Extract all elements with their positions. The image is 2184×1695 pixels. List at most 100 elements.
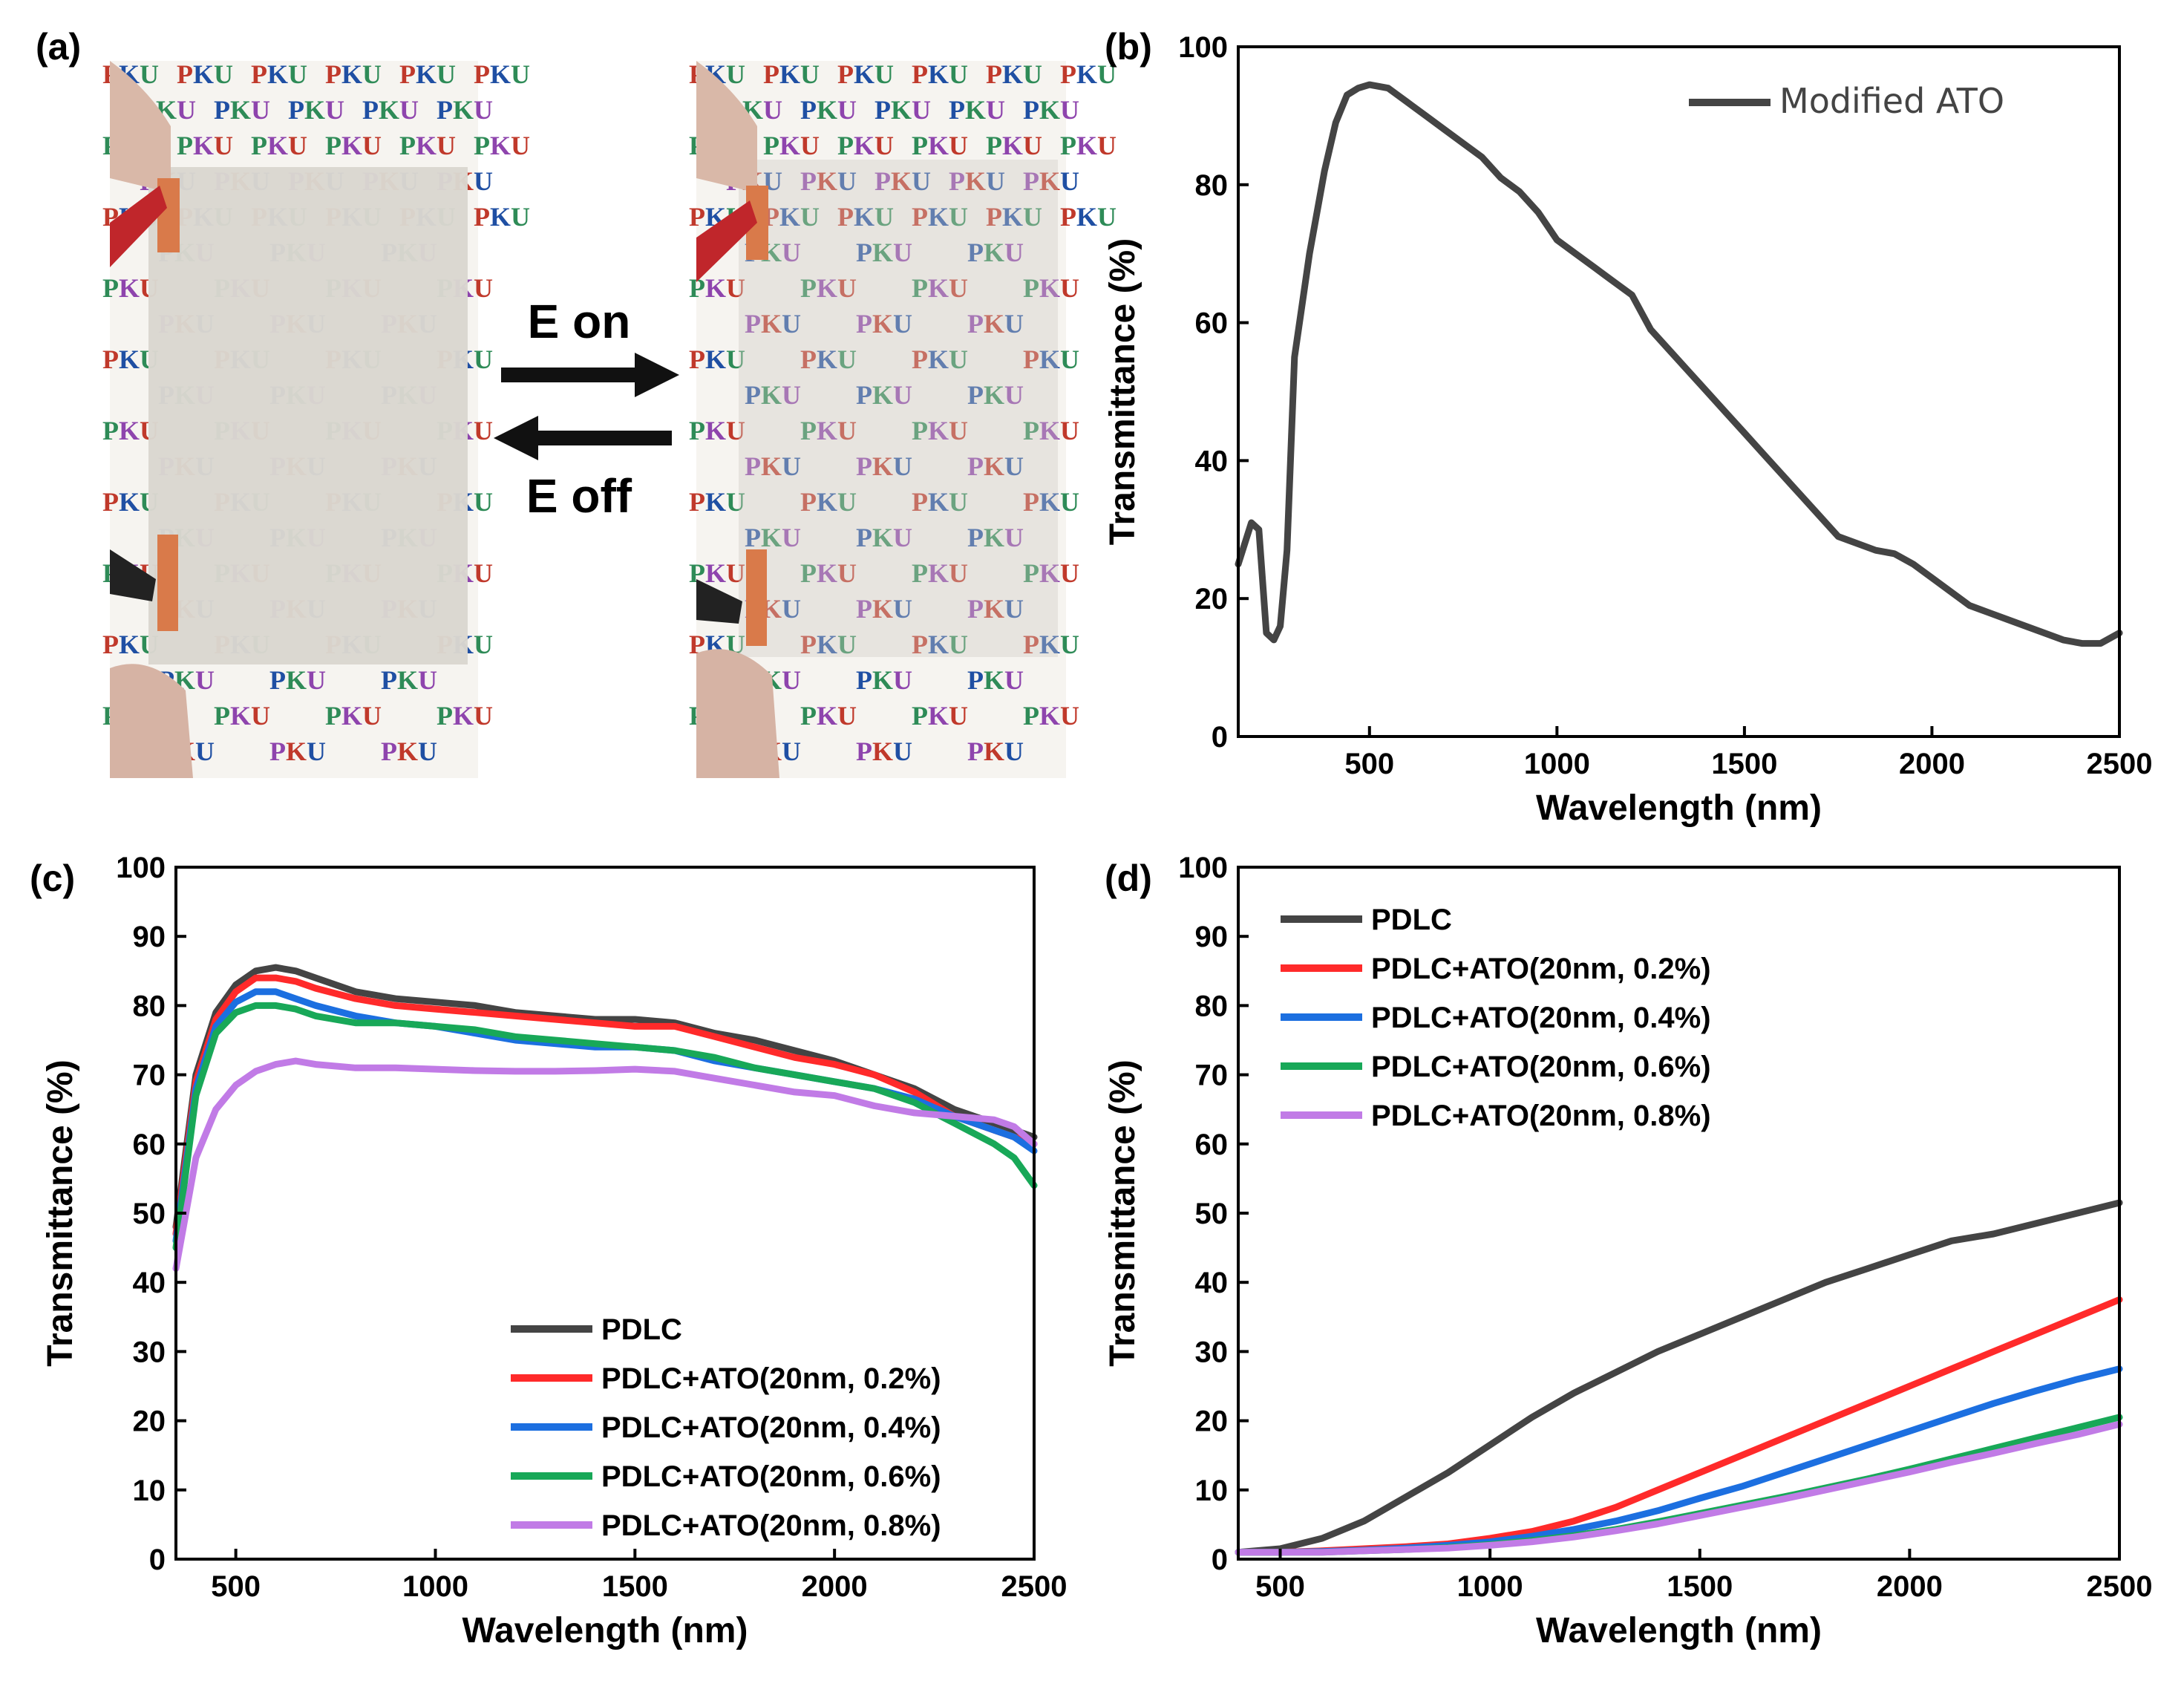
y-tick-label: 70	[1195, 1059, 1229, 1092]
pku-text: PKU	[745, 523, 801, 552]
x-tick-label: 2000	[1899, 748, 1965, 780]
y-tick-label: 0	[1212, 1544, 1228, 1576]
photo-on-state: PKUPKUPKUPKUPKUPKUPKUPKUPKUPKUPKUPKUPKUP…	[689, 59, 1116, 778]
pku-text: PKU	[967, 665, 1024, 695]
pku-text: PKU	[689, 273, 745, 303]
arrow-right	[501, 353, 679, 397]
y-tick-label: 40	[133, 1267, 166, 1299]
legend-label: PDLC+ATO(20nm, 0.6%)	[1371, 1051, 1711, 1083]
chart-d: 500 1000 1500 2000 2500 0 10 20 30 40 50 60 70 80 90 10…	[1103, 852, 2152, 1650]
pku-text: PKU	[967, 451, 1024, 481]
y-tick-label: 100	[116, 852, 166, 884]
x-axis-label: Wavelength (nm)	[1536, 788, 1822, 828]
pku-text: PKU	[474, 131, 530, 160]
pku-text: PKU	[269, 737, 326, 766]
x-tick-label: 1000	[1457, 1570, 1523, 1603]
pku-text: PKU	[800, 95, 857, 125]
clip-black-left	[110, 549, 156, 601]
pku-text: PKU	[856, 523, 912, 552]
legend-label: PDLC+ATO(20nm, 0.4%)	[1371, 1002, 1711, 1034]
y-tick-label: 100	[1178, 31, 1228, 64]
x-tick-label: 1000	[1524, 748, 1590, 780]
x-tick-label: 1500	[1667, 1570, 1733, 1603]
x-tick-label: 500	[1344, 748, 1394, 780]
pku-text: PKU	[986, 202, 1042, 232]
pku-text: PKU	[912, 416, 968, 445]
x-tick-label: 500	[211, 1570, 261, 1603]
x-tick-label: 2500	[2087, 748, 2153, 780]
pdlc-film-opaque	[148, 167, 468, 664]
series-line	[172, 974, 1038, 1238]
series-line	[172, 988, 1038, 1244]
pku-text: PKU	[800, 416, 857, 445]
pku-text: PKU	[251, 131, 307, 160]
legend-label: PDLC	[1371, 904, 1452, 936]
pku-text: PKU	[1023, 558, 1079, 588]
y-tick-label: 80	[1195, 990, 1229, 1022]
pku-text: PKU	[856, 309, 912, 339]
series-line	[1235, 1420, 2123, 1556]
panel-label-b: (b)	[1105, 26, 1152, 68]
pku-text: PKU	[399, 131, 456, 160]
y-tick-label: 60	[133, 1129, 166, 1161]
y-axis-label: Transmittance (%)	[41, 1059, 80, 1366]
x-tick-label: 500	[1255, 1570, 1305, 1603]
x-tick-label: 2000	[1877, 1570, 1943, 1603]
pku-text: PKU	[474, 202, 530, 232]
pku-text: PKU	[269, 665, 326, 695]
pku-text: PKU	[325, 59, 382, 89]
pku-text: PKU	[912, 487, 968, 517]
series-line	[1235, 81, 2123, 647]
pku-text: PKU	[967, 380, 1024, 410]
pku-text: PKU	[763, 131, 820, 160]
pku-text: PKU	[986, 59, 1042, 89]
y-tick-label: 50	[133, 1198, 166, 1230]
y-tick-label: 40	[1195, 445, 1229, 477]
clip-red-right	[696, 200, 757, 282]
pku-text: PKU	[856, 594, 912, 624]
legend: PDLC PDLC+ATO(20nm, 0.2%) PDLC+ATO(20nm, 0…	[511, 1313, 941, 1542]
finger-top-right	[696, 61, 757, 193]
x-axis-label: Wavelength (nm)	[1536, 1611, 1822, 1650]
pku-text: PKU	[800, 701, 857, 731]
y-axis-label: Transmittance (%)	[1103, 238, 1142, 545]
series-group	[172, 964, 1038, 1273]
pku-text: PKU	[967, 238, 1024, 267]
pku-text: PKU	[362, 95, 419, 125]
pku-text: PKU	[1023, 273, 1079, 303]
pku-text: PKU	[214, 701, 270, 731]
legend-label: PDLC+ATO(20nm, 0.6%)	[601, 1460, 941, 1493]
pku-text: PKU	[986, 131, 1042, 160]
pku-text: PKU	[1023, 487, 1079, 517]
pku-text: PKU	[689, 416, 745, 445]
legend-label: PDLC	[601, 1313, 682, 1346]
pku-text: PKU	[837, 59, 894, 89]
y-tick-label: 70	[133, 1059, 166, 1092]
y-tick-label: 30	[1195, 1336, 1229, 1368]
pku-text: PKU	[745, 380, 801, 410]
pku-text: PKU	[1023, 701, 1079, 731]
pku-text: PKU	[177, 59, 233, 89]
x-tick-label: 2500	[2087, 1570, 2153, 1603]
pku-text: PKU	[800, 487, 857, 517]
pku-text: PKU	[1060, 131, 1116, 160]
chart-b: 500 1000 1500 2000 2500 0 20 40 60 80 100 Wavelengt…	[1103, 31, 2152, 828]
pku-text: PKU	[745, 451, 801, 481]
pku-text: PKU	[1060, 59, 1116, 89]
finger-bottom-right	[696, 649, 779, 778]
clip-black-right	[696, 579, 742, 624]
e-on-label: E on	[528, 295, 631, 348]
pku-text: PKU	[437, 701, 493, 731]
pku-text: PKU	[967, 523, 1024, 552]
pku-text: PKU	[214, 95, 270, 125]
series-line	[1235, 1199, 2123, 1556]
pku-text: PKU	[1023, 630, 1079, 659]
pku-text: PKU	[912, 273, 968, 303]
arrow-left	[494, 416, 672, 460]
x-tick-label: 2500	[1001, 1570, 1068, 1603]
pku-text: PKU	[1023, 95, 1079, 125]
legend-label: PDLC+ATO(20nm, 0.8%)	[601, 1509, 941, 1542]
legend-label: PDLC+ATO(20nm, 0.4%)	[601, 1411, 941, 1444]
photo-off-state: PKUPKUPKUPKUPKUPKUPKUPKUPKUPKUPKUPKUPKUP…	[102, 59, 530, 778]
